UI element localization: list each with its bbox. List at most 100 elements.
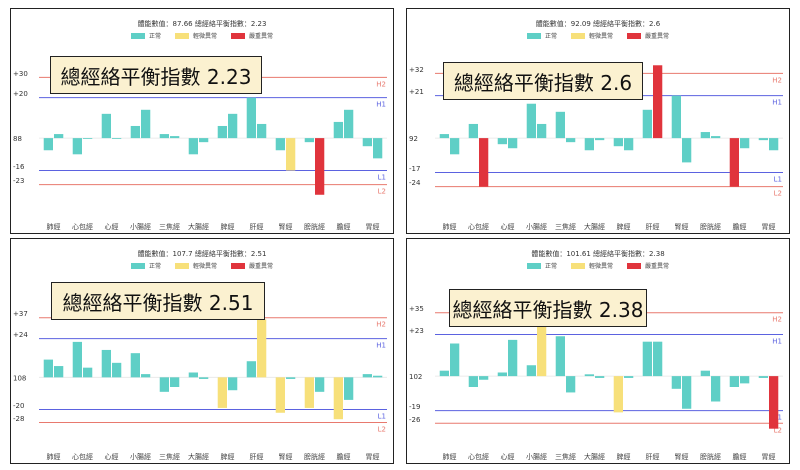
- bar-normal: [344, 377, 354, 400]
- legend-swatch-mild: [174, 32, 189, 39]
- legend-swatch-severe: [627, 32, 641, 39]
- bar-normal: [758, 138, 768, 141]
- bar-normal: [450, 343, 460, 377]
- legend-label: 嚴重異常: [249, 33, 274, 40]
- bar-normal: [217, 125, 227, 139]
- bar-normal: [54, 366, 64, 378]
- bar-normal: [700, 132, 710, 139]
- legend-swatch-severe: [231, 262, 245, 269]
- bar-normal: [362, 138, 372, 147]
- threshold-tag-l2: L2: [378, 425, 386, 433]
- bar-normal: [159, 134, 169, 139]
- bar-normal: [439, 370, 449, 377]
- bar-normal: [170, 377, 180, 387]
- legend-label: 嚴重異常: [249, 263, 274, 270]
- legend-label: 輕微異常: [192, 263, 217, 270]
- x-tick-label: 膽經: [733, 452, 747, 461]
- x-tick-label: 脾經: [617, 222, 631, 231]
- legend-label: 正常: [148, 33, 161, 40]
- x-tick-label: 心經: [501, 222, 515, 231]
- chart-title: 體能數值：107.7 總經絡平衡指數：2.51: [137, 250, 267, 258]
- x-tick-label: 心包經: [468, 222, 489, 231]
- bar-normal: [595, 376, 605, 378]
- x-tick-label: 腎經: [279, 222, 293, 231]
- x-tick-label: 腎經: [675, 222, 689, 231]
- legend: 正常 輕微異常 嚴重異常: [11, 31, 393, 40]
- bar-normal: [671, 95, 681, 139]
- bar-normal: [711, 376, 721, 402]
- x-tick-label: 心經: [501, 452, 515, 461]
- bar-normal: [130, 125, 140, 139]
- bar-severe: [729, 138, 739, 187]
- baseline-label: 108: [13, 374, 26, 382]
- bar-normal: [729, 376, 739, 387]
- x-tick-label: 膽經: [337, 222, 351, 231]
- bar-normal: [468, 376, 478, 387]
- x-tick-label: 脾經: [221, 452, 235, 461]
- threshold-tag-l2: L2: [774, 426, 782, 434]
- bar-mild: [537, 305, 547, 377]
- bar-normal: [700, 370, 710, 377]
- meridian-chart-4: +35H2+23H1-19L1-26L2102肺經心包經心經小腸經三焦經大腸經脾…: [409, 305, 783, 461]
- x-tick-label: 小腸經: [130, 452, 151, 461]
- legend-swatch-mild: [570, 32, 585, 39]
- bar-normal: [141, 109, 151, 139]
- bar-normal: [72, 341, 82, 378]
- bar-normal: [101, 113, 111, 139]
- legend: 正常 輕微異常 嚴重異常: [407, 261, 789, 270]
- bar-normal: [130, 353, 140, 378]
- legend-label: 嚴重異常: [645, 263, 670, 270]
- bar-normal: [508, 339, 518, 377]
- legend-label: 輕微異常: [588, 33, 613, 40]
- threshold-tag-h1: H1: [376, 101, 386, 109]
- x-tick-label: 肝經: [646, 452, 660, 461]
- x-tick-label: 胃經: [762, 222, 776, 231]
- bar-normal: [682, 376, 692, 409]
- threshold-label-h1: +23: [409, 327, 424, 335]
- legend-swatch-severe: [231, 32, 245, 39]
- bar-normal: [83, 138, 93, 139]
- bar-normal: [584, 138, 594, 151]
- legend-label: 輕微異常: [588, 263, 613, 270]
- x-tick-label: 胃經: [366, 452, 380, 461]
- bar-normal: [228, 377, 238, 391]
- bar-normal: [246, 97, 256, 139]
- chart-panel-4: +35H2+23H1-19L1-26L2102肺經心包經心經小腸經三焦經大腸經脾…: [406, 238, 790, 464]
- bar-normal: [54, 134, 64, 139]
- balance-index-callout: 總經絡平衡指數 2.6: [443, 62, 643, 100]
- bar-normal: [315, 377, 325, 392]
- legend-normal: 正常: [130, 31, 161, 40]
- bar-mild: [613, 376, 623, 413]
- bar-normal: [584, 374, 594, 377]
- bar-normal: [439, 134, 449, 139]
- bar-normal: [711, 136, 721, 139]
- threshold-label-h2: +35: [409, 305, 424, 313]
- bar-normal: [112, 138, 122, 139]
- bar-normal: [188, 138, 198, 155]
- x-tick-label: 肝經: [250, 222, 264, 231]
- legend-swatch-mild: [570, 262, 585, 269]
- bar-normal: [624, 376, 634, 378]
- threshold-tag-l1: L1: [378, 173, 386, 181]
- legend-mild: 輕微異常: [174, 261, 217, 270]
- x-tick-label: 膀胱經: [304, 222, 325, 231]
- legend-label: 正常: [544, 263, 557, 270]
- bar-normal: [526, 365, 536, 377]
- bar-normal: [257, 123, 267, 139]
- bar-normal: [740, 376, 750, 384]
- bar-normal: [624, 138, 634, 151]
- threshold-tag-h1: H1: [772, 337, 782, 345]
- x-tick-label: 心包經: [468, 452, 489, 461]
- bar-mild: [304, 377, 314, 408]
- meridian-chart-3: +37 H2 +24 H1 -20 L1 -28 L2 108 肺經 心包經 心經 小腸經 三焦經 大腸經 脾…: [13, 310, 387, 461]
- chart-title: 體能數值：87.66 總經絡平衡指數：2.23: [137, 20, 267, 28]
- x-tick-label: 肺經: [47, 452, 61, 461]
- threshold-tag-l1: L1: [774, 176, 782, 184]
- bar-normal: [595, 138, 605, 141]
- threshold-tag-h2: H2: [376, 80, 386, 88]
- legend-normal: 正常: [526, 31, 557, 40]
- meridian-chart-1: +30 H2 +20 H1 -16 L1 -23 L2 88 肺經 心包經 心經 小腸經 三焦經 大腸經 脾經…: [13, 70, 387, 231]
- x-tick-label: 胃經: [762, 452, 776, 461]
- bar-normal: [246, 361, 256, 378]
- legend-swatch-normal: [526, 262, 541, 269]
